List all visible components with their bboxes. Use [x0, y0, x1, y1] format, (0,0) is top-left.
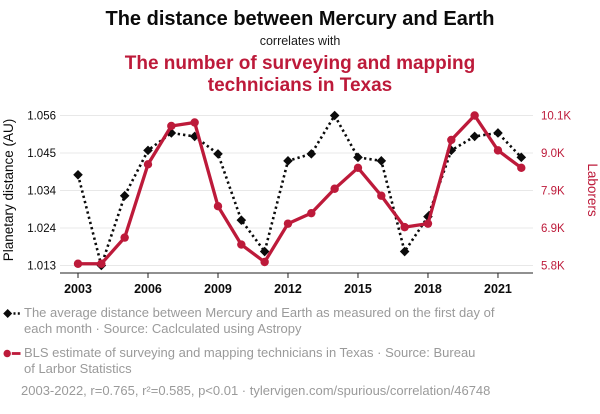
series-point-diamond [399, 246, 410, 257]
series-point-diamond [73, 170, 83, 180]
left-tick-label: 1.045 [27, 148, 56, 160]
left-tick-label: 1.013 [27, 261, 56, 273]
right-axis-title: Laborers [585, 163, 600, 217]
series-point-circle [470, 111, 479, 120]
left-tick-label: 1.024 [27, 223, 56, 235]
right-tick-label: 9.0K [541, 148, 565, 160]
chart-area: 2003 2006 2009 2012 2015 2018 2021 1.056 1.045 1… [0, 100, 600, 310]
x-tick-label: 2015 [344, 282, 372, 296]
header: The distance between Mercury and Earth c… [0, 0, 600, 96]
series-point-diamond [143, 145, 153, 156]
series-point-circle [423, 219, 433, 228]
left-tick-label: 1.056 [27, 111, 56, 123]
series-point-circle [353, 163, 363, 173]
legend-label-distance: The average distance between Mercury and… [24, 305, 494, 336]
left-axis-title: Planetary distance (AU) [1, 119, 16, 262]
series-point-circle [190, 118, 199, 127]
chart-title: The distance between Mercury and Earth [105, 8, 495, 30]
series-point-diamond [213, 149, 223, 159]
series-point-circle [330, 184, 339, 193]
series-point-diamond [236, 215, 247, 225]
chart-subtitle: correlates with [259, 34, 341, 48]
series-point-diamond [166, 128, 177, 138]
right-tick-label: 6.9K [541, 223, 565, 235]
x-tick-label: 2018 [414, 282, 442, 296]
chart-title-secondary-line2: technicians in Texas [207, 74, 393, 96]
legend-label-laborers: BLS estimate of surveying and mapping te… [24, 345, 475, 376]
legend-item-laborers: BLS estimate of surveying and mapping te… [3, 345, 475, 376]
series-point-circle [307, 208, 316, 218]
right-tick-label: 7.9K [541, 186, 565, 198]
stats-footer: 2003-2022, r=0.765, r²=0.585, p<0.01 · t… [21, 383, 491, 398]
series-point-circle [283, 219, 293, 228]
x-tick-label: 2006 [134, 282, 162, 296]
series-point-circle [97, 259, 106, 268]
series-point-circle [493, 146, 503, 155]
series-point-circle [400, 222, 409, 232]
series-point-diamond [516, 152, 527, 163]
x-tick-label: 2003 [64, 282, 92, 296]
series-point-circle [377, 191, 386, 200]
chart-gridlines [60, 115, 533, 266]
x-tick-label: 2009 [204, 282, 232, 296]
series-line-circle [78, 112, 523, 266]
series-point-circle [143, 160, 153, 169]
legend-label-distance-line2: each month · Source: Caclculated using A… [24, 320, 302, 336]
series-point-circle [73, 259, 83, 268]
left-tick-label: 1.034 [27, 186, 56, 198]
chart-canvas: 2003 2006 2009 2012 2015 2018 2021 1.0561.0451… [1, 110, 600, 297]
series-point-diamond [329, 110, 340, 121]
series-line-diamond [76, 112, 523, 271]
series-point-circle [120, 233, 129, 242]
legend-label-distance-line1: The average distance between Mercury and… [24, 305, 495, 320]
series-point-circle [260, 257, 269, 267]
series-point-diamond [469, 131, 480, 142]
series-point-circle [447, 135, 456, 145]
series-point-diamond [493, 128, 503, 138]
series-point-diamond [283, 156, 293, 166]
chart-title-secondary: The number of surveying and mapping tech… [0, 53, 600, 96]
right-tick-label: 5.8K [541, 261, 565, 273]
right-tick-label: 10.1K [541, 111, 571, 123]
legend-item-distance: The average distance between Mercury and… [3, 305, 494, 336]
chart-right-tick-labels: 10.1K 9.0K 7.9K 6.9K 5.8K [541, 111, 571, 273]
series-point-diamond [259, 246, 270, 257]
black-diamond-dotted-marker-icon [3, 309, 21, 318]
chart-left-tick-labels: 1.056 1.045 1.034 1.024 1.013 [27, 111, 56, 273]
x-tick-label: 2012 [274, 282, 302, 296]
legend-label-laborers-line2: of Larbor Statistics [24, 360, 132, 376]
chart-x-tick-labels: 2003 2006 2009 2012 2015 2018 2021 [64, 282, 512, 296]
series-point-circle [213, 201, 223, 211]
series-point-circle [167, 121, 176, 131]
series-point-circle [517, 163, 526, 173]
legend-label-laborers-line1: BLS estimate of surveying and mapping te… [24, 345, 476, 360]
series-point-diamond [119, 190, 130, 201]
x-tick-label: 2021 [484, 282, 512, 296]
series-point-diamond [306, 149, 317, 159]
chart-axis-lines [60, 272, 533, 278]
chart-series [73, 110, 527, 271]
red-circle-solid-marker-icon [3, 349, 21, 358]
series-point-diamond [376, 156, 387, 166]
series-point-circle [237, 240, 246, 249]
chart-title-secondary-line1: The number of surveying and mapping [124, 53, 476, 74]
